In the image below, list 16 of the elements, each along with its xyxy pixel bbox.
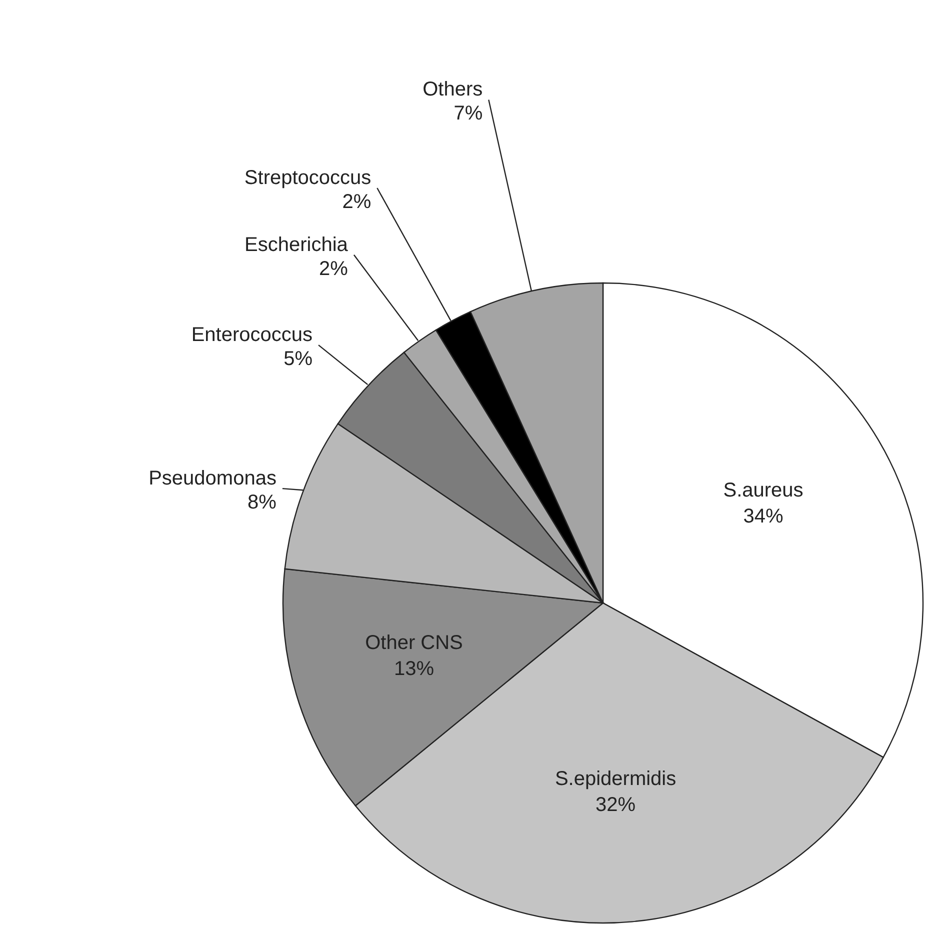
slice-label: Streptococcus xyxy=(244,166,372,189)
data-label: 8% xyxy=(248,492,277,514)
data-label: 2% xyxy=(342,190,372,213)
data-label: 7% xyxy=(454,102,483,125)
data-label: 2% xyxy=(319,258,348,280)
data-label: 13% xyxy=(394,658,434,680)
data-label: 5% xyxy=(284,348,313,370)
slice-label: Pseudomonas xyxy=(148,468,276,490)
slice-label: Others xyxy=(422,78,483,101)
slice-label: S.epidermidis xyxy=(554,768,676,790)
slice-label: Escherichia xyxy=(244,234,349,256)
data-label: 32% xyxy=(596,794,636,816)
data-label: 34% xyxy=(743,505,784,528)
slice-label: S.aureus xyxy=(723,479,804,502)
slice-label: Enterococcus xyxy=(191,324,313,346)
slice-label: Other CNS xyxy=(365,632,463,654)
